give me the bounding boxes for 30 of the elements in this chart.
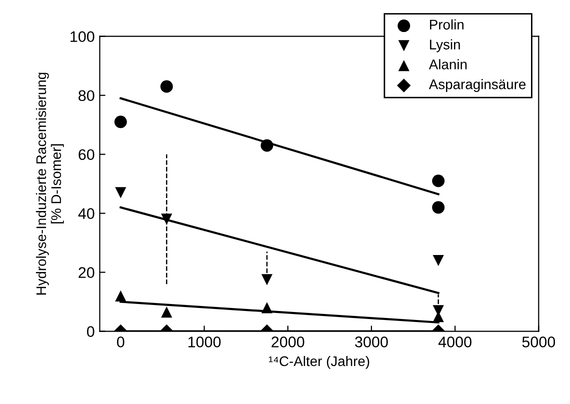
legend-label: Alanin xyxy=(428,59,467,70)
y-tick-label: 20 xyxy=(78,267,94,278)
point xyxy=(261,302,273,314)
legend-label: Asparaginsäure xyxy=(428,79,526,92)
x-tick-label: 5000 xyxy=(522,336,556,348)
y-axis-title: Hydrolyse-Induzierte Racemisierung [% D-Isomer] xyxy=(36,72,64,295)
point xyxy=(432,201,445,214)
y-tick-label: 60 xyxy=(78,149,94,160)
point xyxy=(161,214,172,225)
y-tick-label: 0 xyxy=(86,326,94,337)
x-tick-label: 1000 xyxy=(188,336,221,348)
x-tick-label: 3000 xyxy=(355,336,388,348)
point xyxy=(115,187,126,198)
y-tick-label: 100 xyxy=(70,31,94,42)
point xyxy=(261,274,273,286)
point xyxy=(115,290,126,302)
point xyxy=(432,174,445,188)
y-tick-label: 40 xyxy=(78,208,94,219)
point xyxy=(161,306,172,318)
point xyxy=(432,254,444,266)
x-tick-label: 4000 xyxy=(438,336,472,348)
legend-label: Lysin xyxy=(430,39,460,52)
y-tick-label: 80 xyxy=(78,90,94,102)
point xyxy=(160,80,173,93)
x-tick-label: 0 xyxy=(117,336,124,348)
x-tick-label: 2000 xyxy=(272,336,304,348)
point xyxy=(114,116,127,128)
legend-label: Prolin xyxy=(430,19,464,30)
x-axis-title: ¹⁴C-Alter (Jahre) xyxy=(268,356,370,369)
point xyxy=(260,139,274,152)
